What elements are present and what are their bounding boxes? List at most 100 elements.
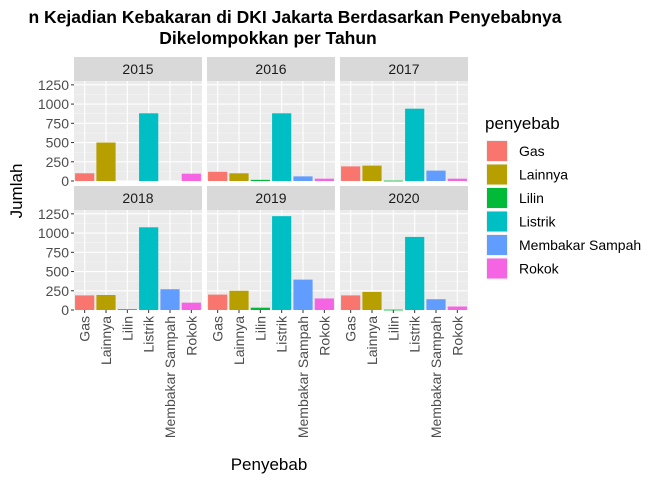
legend-item-lainnya: Lainnya (486, 163, 568, 186)
x-tick-label: Lainnya (364, 316, 380, 365)
panel-2017: 2017 (340, 57, 468, 182)
y-tick-label: 1000 (38, 96, 69, 112)
bar-lainnya (362, 165, 382, 181)
legend-swatch (487, 211, 507, 232)
y-tick-label: 0 (61, 173, 69, 189)
legend-label: Membakar Sampah (519, 237, 641, 253)
facet-strip (340, 186, 468, 210)
x-tick-label: Membakar Sampah (295, 316, 311, 438)
facet-label: 2015 (122, 61, 153, 77)
legend-label: Lainnya (519, 167, 568, 183)
x-axis-title: Penyebab (231, 455, 308, 474)
legend-item-rokok: Rokok (486, 257, 560, 280)
y-tick-label: 1250 (38, 206, 69, 222)
legend-label: Gas (519, 143, 545, 159)
legend-title: penyebab (485, 114, 560, 133)
panel-background (74, 210, 202, 310)
bar-listrik (405, 108, 425, 181)
legend: penyebab Gas Lainnya Lilin Listrik Membakar … (485, 114, 641, 280)
panel-background (207, 210, 335, 310)
legend-swatch (487, 235, 507, 255)
facet-panels: 2015 0 250 500 750 1000 1250 2016 2017 2018 0 250 50… (38, 57, 468, 438)
bar-listrik (272, 113, 292, 181)
bar-rokok (447, 178, 467, 181)
panel-background (74, 81, 202, 181)
panel-2019: 2019 Gas Lainnya Lilin Listrik Membakar Sampa… (207, 186, 335, 438)
y-tick-label: 250 (46, 283, 70, 299)
x-tick-label: Lainnya (98, 316, 114, 365)
x-tick-label: Listrik (407, 315, 423, 353)
panel-background (340, 210, 468, 310)
x-tick-label: Lilin (252, 316, 268, 341)
y-tick-label: 1000 (38, 225, 69, 241)
y-tick-label: 500 (46, 264, 70, 280)
bar-membakar-sampah (293, 176, 313, 181)
x-tick-label: Rokok (183, 315, 199, 356)
chart-subtitle: Dikelompokkan per Tahun (159, 28, 377, 48)
y-axis-title: Jumlah (7, 164, 26, 219)
facet-strip (207, 57, 335, 81)
facet-strip (207, 186, 335, 210)
legend-swatch (487, 188, 507, 208)
x-tick-label: Rokok (316, 315, 332, 356)
legend-label: Listrik (519, 214, 557, 230)
bar-rokok (314, 298, 334, 310)
bar-membakar-sampah (426, 170, 446, 181)
bar-lainnya (229, 173, 249, 181)
bar-rokok (181, 302, 201, 310)
bar-gas (208, 171, 228, 181)
y-tick-label: 1250 (38, 77, 69, 93)
bar-listrik (139, 227, 159, 310)
y-tick-label: 750 (46, 244, 70, 260)
bar-lainnya (96, 142, 116, 181)
bar-gas (341, 295, 361, 310)
bar-lainnya (96, 295, 116, 310)
legend-label: Rokok (519, 261, 560, 277)
bar-lainnya (229, 290, 249, 310)
facet-label: 2016 (255, 61, 286, 77)
bar-rokok (314, 178, 334, 181)
bar-membakar-sampah (293, 279, 313, 310)
x-tick-label: Membakar Sampah (428, 316, 444, 438)
legend-swatch (487, 141, 507, 161)
x-tick-label: Membakar Sampah (162, 316, 178, 438)
x-tick-label: Gas (343, 316, 359, 342)
panel-background (207, 81, 335, 181)
bar-lilin (117, 309, 137, 311)
bar-membakar-sampah (160, 289, 180, 310)
bar-gas (208, 294, 228, 310)
x-tick-label: Listrik (141, 315, 157, 353)
panel-2015: 2015 0 250 500 750 1000 1250 (38, 57, 202, 189)
bar-lainnya (362, 291, 382, 310)
bar-rokok (447, 306, 467, 310)
x-tick-label: Lilin (385, 316, 401, 341)
bar-listrik (139, 113, 159, 181)
panel-2018: 2018 0 250 500 750 1000 1250 Gas Lainnya Lilin Lis… (38, 186, 202, 438)
bar-lilin (250, 179, 270, 181)
facet-strip (340, 57, 468, 81)
bar-lilin (383, 180, 403, 182)
bar-gas (75, 173, 95, 181)
x-tick-label: Lainnya (231, 316, 247, 365)
bar-rokok (181, 173, 201, 181)
legend-item-membakar-sampah: Membakar Sampah (486, 234, 641, 256)
y-tick-label: 250 (46, 154, 70, 170)
x-tick-label: Gas (77, 316, 93, 342)
y-tick-label: 500 (46, 135, 70, 151)
legend-label: Lilin (519, 190, 544, 206)
legend-item-gas: Gas (486, 140, 545, 162)
x-tick-label: Gas (210, 316, 226, 342)
panel-2020: 2020 Gas Lainnya Lilin Listrik Membakar Sampa… (340, 186, 468, 438)
panel-background (340, 81, 468, 181)
x-tick-label: Listrik (274, 315, 290, 353)
facet-label: 2020 (388, 190, 419, 206)
facet-label: 2019 (255, 190, 286, 206)
bar-listrik (272, 216, 292, 310)
legend-item-lilin: Lilin (486, 187, 544, 209)
bar-membakar-sampah (426, 299, 446, 310)
panel-2016: 2016 (207, 57, 335, 182)
legend-swatch (487, 258, 507, 279)
facet-strip (74, 57, 202, 81)
y-tick-label: 0 (61, 302, 69, 318)
